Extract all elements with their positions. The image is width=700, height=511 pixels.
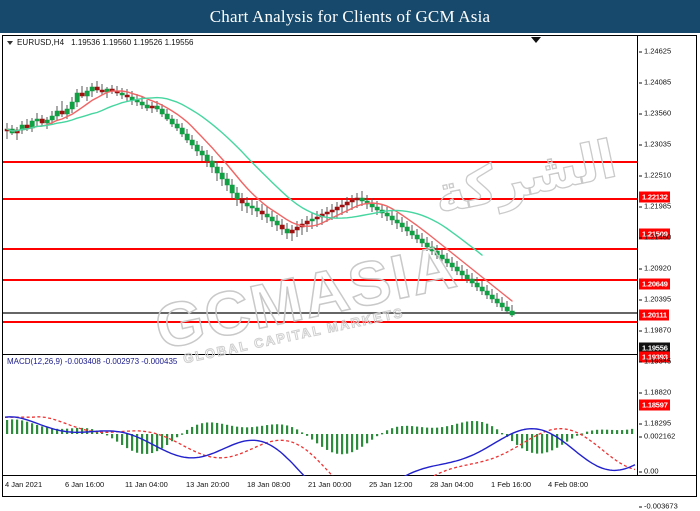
price-tick: 1.24085 [639, 78, 671, 87]
time-axis-label: 6 Jan 16:00 [65, 480, 105, 489]
chart-frame: EURUSD,H4 1.19536 1.19560 1.19526 1.1955… [2, 35, 698, 511]
macd-axis-tick: 0.00 [639, 467, 659, 476]
price-chart-svg [3, 81, 637, 323]
price-axis: 1.24625 1.24085 1.23560 1.23035 1.22510 1.221… [639, 36, 698, 511]
price-tick: 1.23560 [639, 109, 671, 118]
price-tick-level: 1.22132 [639, 191, 670, 203]
price-chart-pane[interactable] [3, 36, 637, 354]
time-axis-label: 11 Jan 04:00 [125, 480, 168, 489]
price-tick: 1.19345 [639, 357, 671, 366]
symbol-label: EURUSD,H4 [17, 38, 65, 47]
price-tick: 1.20395 [639, 295, 671, 304]
pane-divider [3, 354, 637, 355]
macd-axis-tick: -0.003673 [639, 502, 678, 511]
time-axis-label: 18 Jan 08:00 [247, 480, 291, 489]
price-tick-current: 1.19556 [639, 342, 670, 354]
symbol-bar[interactable]: EURUSD,H4 1.19536 1.19560 1.19526 1.1955… [7, 38, 193, 47]
price-tick: 1.18295 [639, 419, 671, 428]
page-title: Chart Analysis for Clients of GCM Asia [209, 6, 491, 26]
macd-chart-pane[interactable]: MACD(12,26,9) -0.003408 -0.002973 -0.000… [3, 356, 637, 476]
price-tick-level: 1.19393 [639, 351, 670, 363]
time-axis-label: 1 Feb 16:00 [491, 480, 532, 489]
macd-axis-tick: 0.002162 [639, 432, 675, 441]
time-axis-label: 13 Jan 20:00 [186, 480, 230, 489]
time-axis-label: 25 Jan 12:00 [369, 480, 413, 489]
time-axis: 4 Jan 2021 6 Jan 16:00 11 Jan 04:00 13 Jan … [3, 477, 696, 497]
macd-chart-svg [4, 416, 636, 476]
time-axis-label: 21 Jan 00:00 [308, 480, 352, 489]
page-header: Chart Analysis for Clients of GCM Asia [0, 0, 700, 33]
price-tick-level: 1.21509 [639, 228, 670, 240]
price-tick: 1.23035 [639, 140, 671, 149]
time-axis-divider [3, 475, 696, 476]
price-tick: 1.19870 [639, 326, 671, 335]
price-tick-level: 1.20111 [639, 309, 669, 321]
time-axis-label: 4 Jan 2021 [5, 480, 43, 489]
macd-indicator-label: MACD(12,26,9) -0.003408 -0.002973 -0.000… [7, 357, 178, 366]
time-axis-label: 28 Jan 04:00 [430, 480, 474, 489]
price-tick-level: 1.20649 [639, 278, 670, 290]
time-axis-label: 4 Feb 08:00 [548, 480, 589, 489]
price-tick: 1.20920 [639, 264, 671, 273]
axis-divider [637, 36, 638, 475]
price-tick: 1.21460 [639, 233, 671, 242]
price-tick: 1.18820 [639, 388, 671, 397]
price-tick: 1.21985 [639, 202, 671, 211]
price-tick-level: 1.18597 [639, 399, 670, 411]
price-tick: 1.24625 [639, 47, 671, 56]
symbol-ohlc-values: 1.19536 1.19560 1.19526 1.19556 [71, 38, 194, 47]
caret-down-icon[interactable] [531, 37, 541, 43]
price-tick: 1.22510 [639, 171, 671, 180]
triangle-down-icon[interactable] [7, 40, 13, 45]
